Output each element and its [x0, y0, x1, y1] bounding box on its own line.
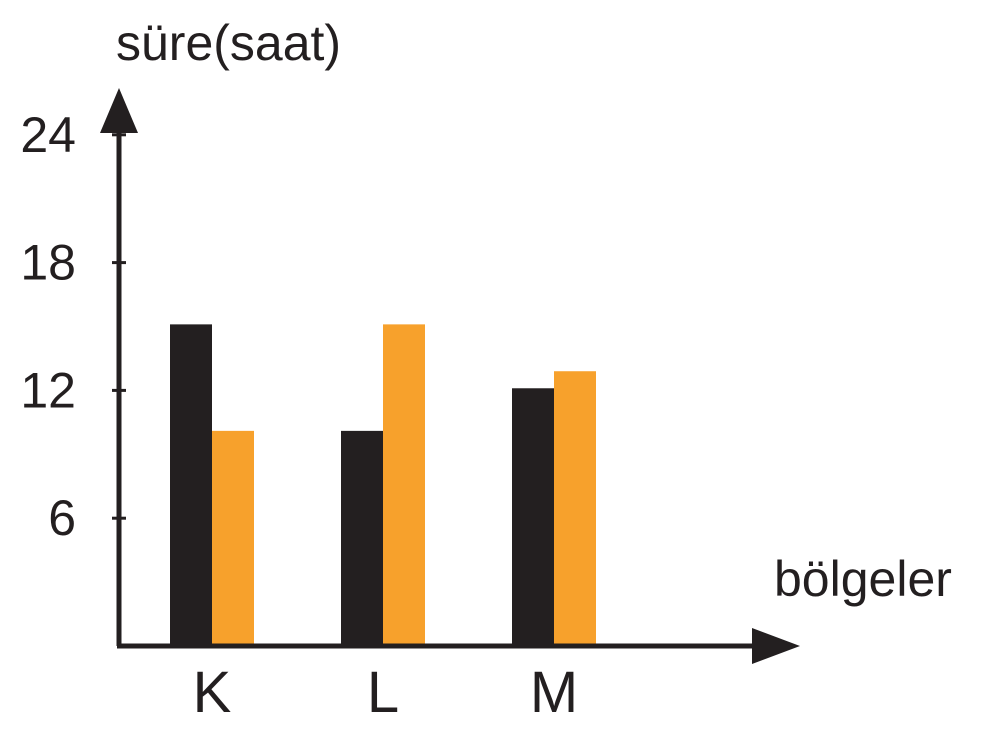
bar-K-1 — [170, 324, 212, 646]
bar-L-2 — [383, 324, 425, 646]
x-category-label: K — [193, 660, 232, 725]
x-category-label: M — [530, 660, 578, 725]
bar-M-2 — [554, 371, 596, 646]
x-axis-arrow-icon — [752, 628, 800, 664]
x-category-label: L — [367, 660, 399, 725]
bar-M-1 — [512, 388, 554, 646]
x-axis-title: bölgeler — [774, 551, 952, 607]
y-tick-label: 12 — [20, 362, 76, 418]
bar-L-1 — [341, 430, 383, 646]
y-axis-arrow-icon — [100, 88, 138, 133]
y-tick-label: 6 — [48, 490, 76, 546]
y-ticks-group: 6 12 18 24 — [20, 107, 126, 546]
bar-K-2 — [212, 430, 254, 646]
y-axis-title: süre(saat) — [116, 15, 341, 71]
x-labels-group: K L M — [193, 660, 579, 725]
bars-group — [170, 324, 596, 646]
y-tick-label: 18 — [20, 235, 76, 291]
y-tick-label: 24 — [20, 107, 76, 163]
